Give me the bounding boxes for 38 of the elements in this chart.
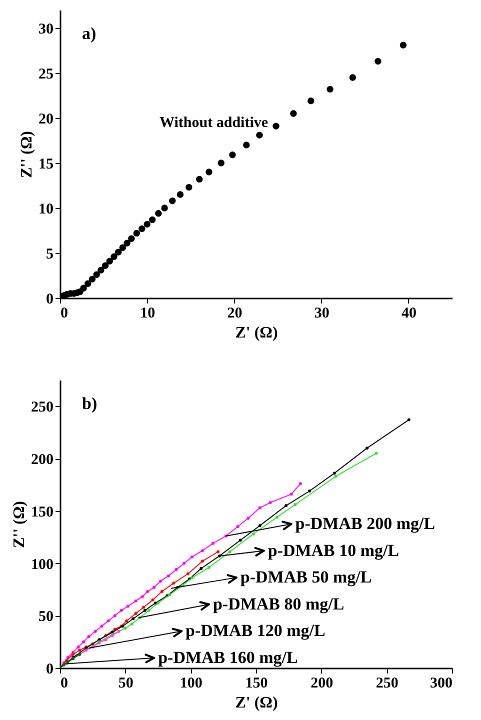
x-tick-label: 20: [227, 306, 242, 322]
annotation: p-DMAB 200 mg/L: [295, 514, 436, 533]
annotation: p-DMAB 10 mg/L: [268, 540, 400, 560]
y-tick-label: 5: [46, 246, 54, 262]
annotation: Without additive: [160, 115, 268, 132]
x-tick-label: 40: [401, 306, 416, 322]
y-tick-label: 20: [38, 112, 54, 128]
y-tick-label: 25: [38, 66, 54, 82]
annotation: p-DMAB 80 mg/L: [212, 594, 344, 614]
y-tick-label: 100: [31, 556, 54, 573]
x-tick-label: 50: [118, 676, 134, 692]
x-tick-label: 200: [310, 676, 334, 692]
x-axis-title: Z' (Ω): [235, 324, 278, 342]
annotation: b): [82, 394, 98, 413]
y-tick-label: 30: [38, 22, 54, 38]
y-axis-title: Z'' (Ω): [11, 500, 28, 548]
x-tick-label: 250: [376, 676, 398, 692]
x-tick-label: 30: [314, 306, 330, 322]
x-tick-label: 10: [140, 306, 156, 322]
x-axis-title: Z' (Ω): [235, 694, 278, 712]
x-tick-label: 100: [180, 676, 202, 692]
annotation: p-DMAB 160 mg/L: [158, 648, 298, 667]
y-tick-label: 0: [46, 662, 54, 678]
x-tick-label: 300: [430, 676, 452, 692]
y-tick-label: 0: [46, 292, 54, 308]
annotation: a): [82, 24, 96, 43]
x-tick-label: 0: [60, 306, 68, 322]
y-tick-label: 200: [31, 452, 54, 468]
y-tick-label: 150: [31, 504, 54, 520]
annotation: p-DMAB 50 mg/L: [240, 568, 372, 587]
y-tick-label: 50: [38, 609, 54, 626]
x-tick-label: 150: [245, 676, 268, 692]
annotation: p-DMAB 120 mg/L: [186, 621, 326, 640]
y-axis-title: Z'' (Ω): [18, 130, 36, 178]
y-tick-label: 250: [31, 400, 54, 416]
y-tick-label: 10: [38, 202, 54, 218]
x-tick-label: 0: [60, 676, 68, 692]
y-tick-label: 15: [38, 156, 54, 172]
